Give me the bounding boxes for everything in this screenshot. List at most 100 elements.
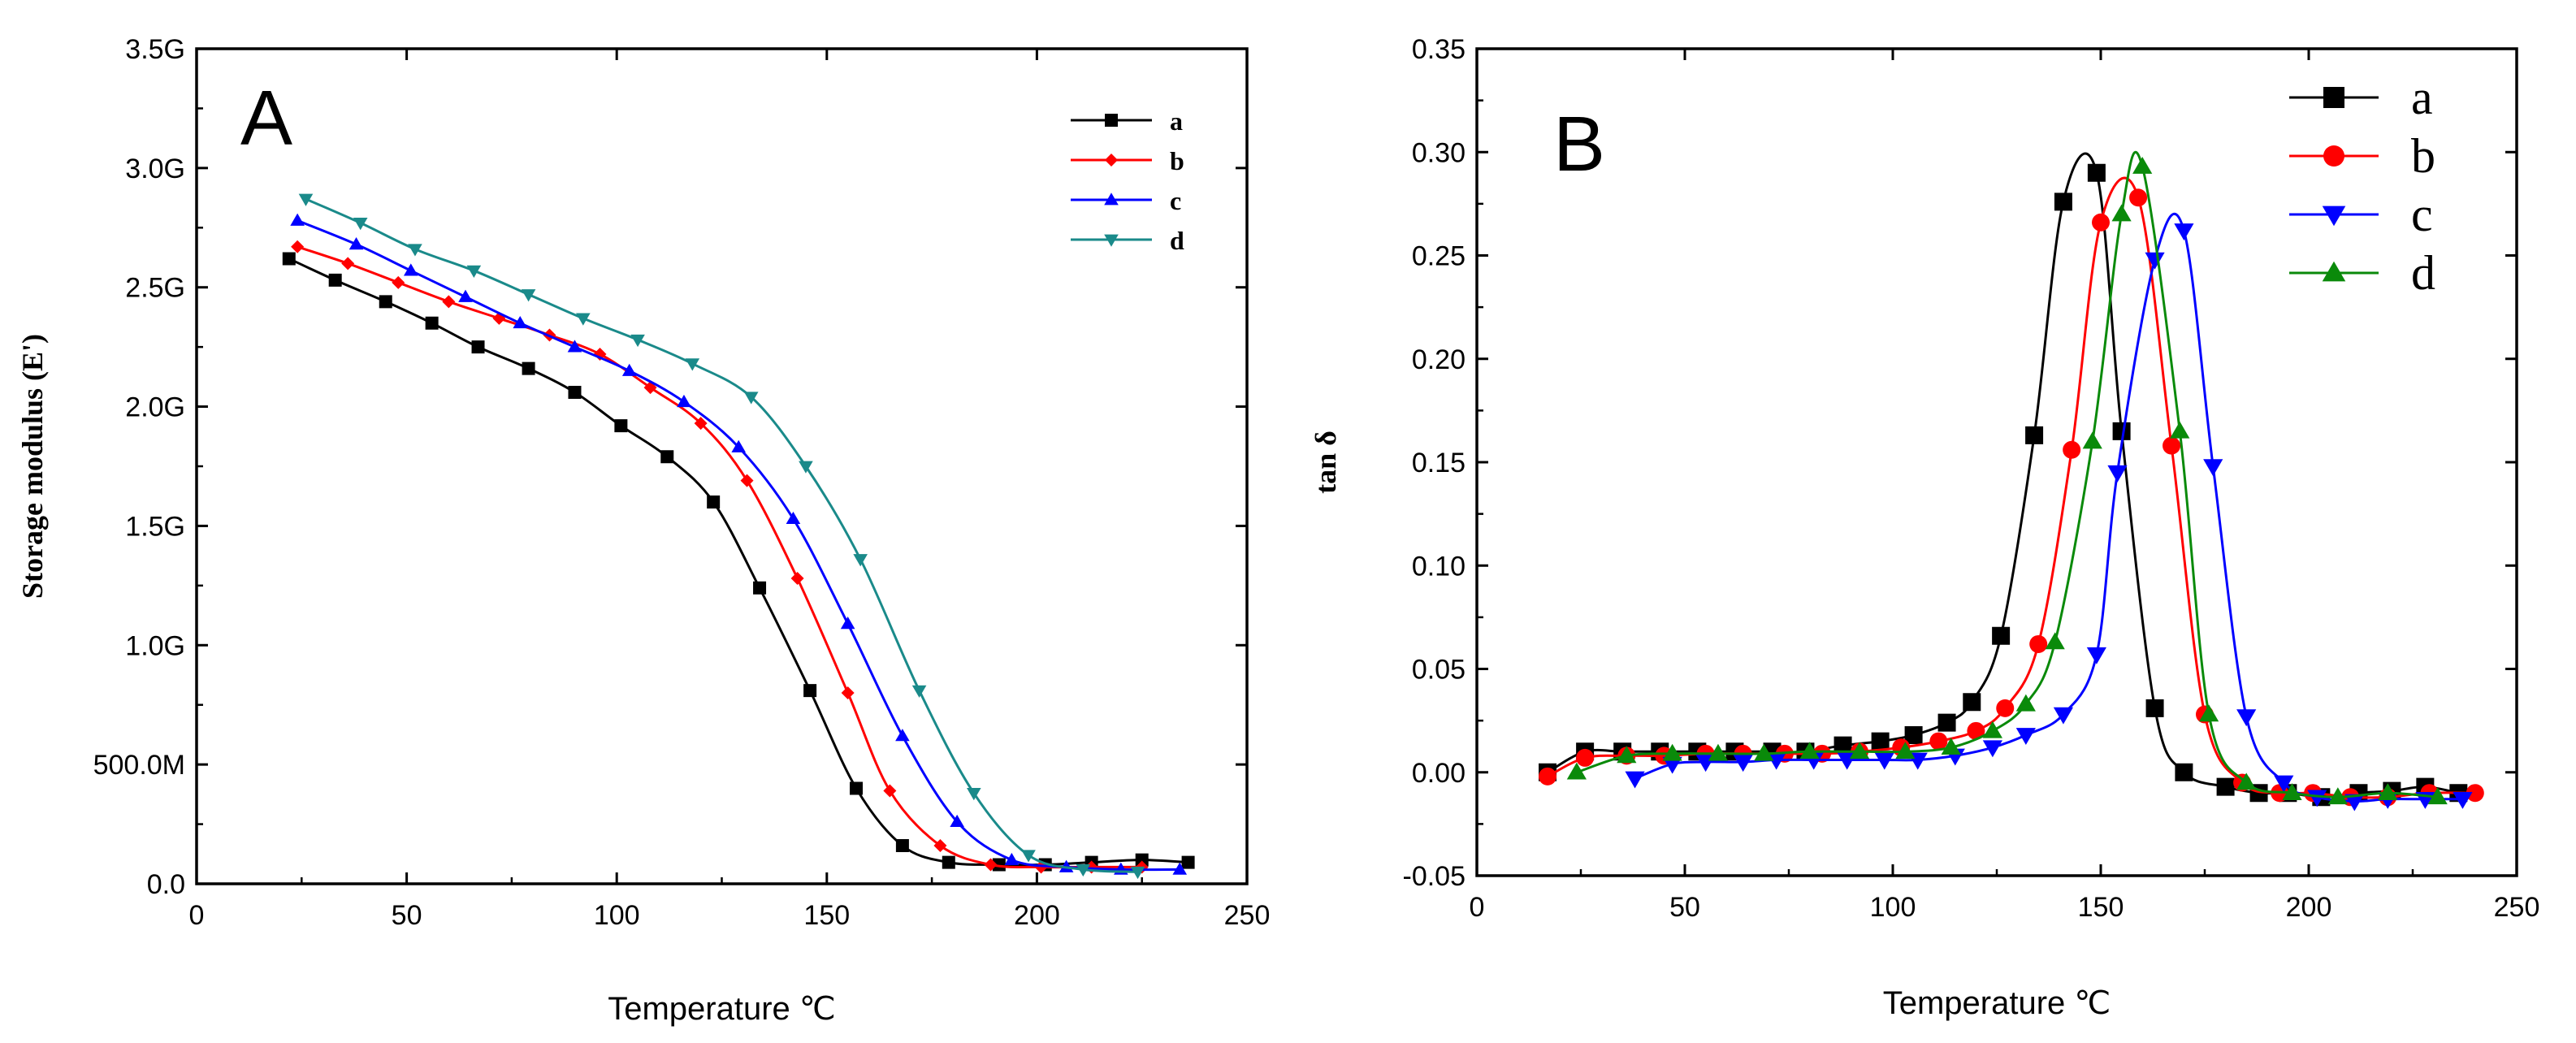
series-a-point [1181, 855, 1195, 869]
series-c-point [403, 263, 418, 276]
series-b-point [2466, 784, 2484, 803]
series-d-point [2045, 632, 2065, 650]
series-d-point [799, 461, 813, 474]
legend-marker-d [2322, 261, 2346, 282]
series-d-line [305, 197, 1138, 873]
series-b-point [2163, 436, 2181, 455]
series-a-point [2025, 426, 2044, 444]
y-tick-label: 0.00 [1412, 758, 1466, 789]
series-d-point [521, 289, 536, 302]
x-tick-label: 250 [1224, 900, 1271, 931]
series-a-point [471, 340, 485, 354]
series-d-point [2282, 783, 2302, 800]
series-b-point [984, 858, 998, 872]
panel-letter: A [240, 75, 292, 162]
y-tick-label: 1.0G [125, 630, 185, 661]
x-tick-label: 0 [1470, 892, 1485, 923]
series-c-point [840, 617, 855, 630]
series-d-point [576, 313, 591, 326]
series-b-point [2129, 188, 2148, 207]
y-tick-label: 1.5G [125, 511, 185, 542]
series-a-point [1992, 626, 2011, 645]
series-b-point [740, 474, 754, 487]
series-d-point [353, 218, 368, 231]
x-axis-title: Temperature ℃ [1883, 985, 2111, 1021]
series-d-point [2199, 704, 2219, 722]
series-d-point [967, 787, 981, 801]
y-tick-label: 500.0M [93, 750, 185, 781]
chart-panel-b: 0 50 100 150 200 250 -0.05 0.00 0.05 0.10 0.15 0.20… [1310, 34, 2539, 1021]
legend-marker-a [2323, 87, 2344, 108]
series-d-point [2170, 421, 2190, 439]
series-d-point [2327, 787, 2348, 805]
series-a-point [2175, 763, 2193, 781]
series-a-point [2112, 422, 2131, 440]
series-b-point [442, 295, 456, 309]
series-d-point [466, 265, 482, 278]
y-tick-label: 0.35 [1412, 34, 1466, 65]
series-c-point [2453, 792, 2473, 809]
legend-label-a: a [1170, 106, 1183, 136]
series-d-point [2132, 156, 2153, 174]
series-a-point [614, 419, 628, 433]
legend-label-d: d [2411, 246, 2435, 300]
y-axis-title: Storage modulus (E') [16, 334, 49, 599]
series-a-point [895, 839, 909, 853]
series-d-point [1982, 721, 2002, 738]
series-c-point [2236, 709, 2257, 727]
series-c [290, 213, 1188, 875]
series-c-point [1625, 771, 1645, 789]
series-b-point [933, 839, 947, 853]
series-a-point [803, 684, 817, 698]
series-a-line [288, 258, 1188, 867]
series-b-point [1996, 699, 2015, 717]
series-a-point [2216, 777, 2235, 796]
series-c-point [2015, 728, 2036, 746]
series-d-point [630, 334, 645, 348]
series-b-point [1967, 721, 1985, 740]
series-b-point [1929, 732, 1948, 751]
legend-marker-c [1104, 193, 1119, 206]
series-a-point [660, 450, 674, 464]
legend-label-c: c [2411, 188, 2433, 241]
series-c-point [458, 289, 473, 302]
y-tick-label: 3.0G [125, 154, 185, 184]
series-c-point [1733, 755, 1753, 773]
series-b-point [1539, 767, 1557, 785]
series-a-point [2087, 163, 2106, 182]
series-b-point [2063, 440, 2081, 459]
series-c-point [1874, 752, 1894, 770]
series-a-point [2145, 699, 2164, 717]
series-c-point [349, 237, 364, 250]
series-d-point [1754, 743, 1774, 761]
series-c-point [513, 315, 528, 329]
series-a-point [425, 316, 439, 330]
plot-frame [195, 47, 1249, 885]
series-a-point [282, 252, 296, 266]
series-c-point [2174, 223, 2194, 241]
x-tick-label: 50 [392, 900, 422, 931]
legend-marker-d [1104, 234, 1119, 247]
legend-marker-b [2323, 145, 2344, 167]
series-a-point [1135, 853, 1149, 867]
x-tick-label: 100 [594, 900, 640, 931]
series-b-point [883, 784, 897, 798]
legend-label-b: b [1170, 146, 1184, 175]
x-tick-label: 200 [1014, 900, 1060, 931]
y-tick-label: 0.25 [1412, 241, 1466, 272]
series-a-point [379, 295, 392, 309]
series-d-point [2378, 783, 2398, 800]
series-d-point [1849, 742, 1870, 760]
series-c-point [731, 439, 746, 452]
series-d-point [2236, 773, 2257, 790]
series-d-point [298, 193, 314, 206]
legend-marker-b [1105, 154, 1118, 167]
series-b-line [297, 245, 1142, 869]
series-a-point [1871, 732, 1890, 751]
series-b-point [2029, 634, 2048, 653]
series-c-point [1004, 852, 1020, 866]
legend-label-c: c [1170, 186, 1181, 215]
series-a-point [850, 781, 864, 795]
series-d-point [2082, 431, 2102, 449]
